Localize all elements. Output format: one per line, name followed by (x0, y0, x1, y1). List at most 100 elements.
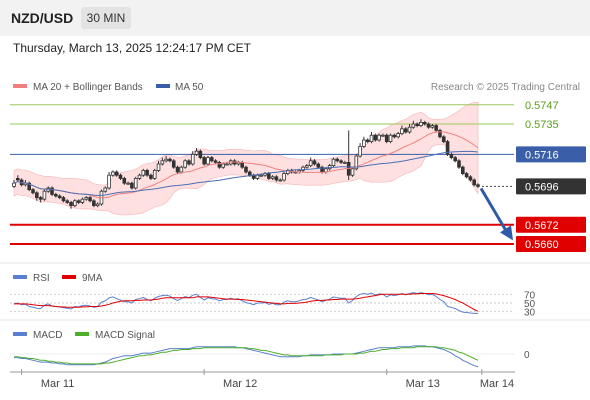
candle (168, 157, 172, 163)
candle (305, 164, 309, 169)
candle (217, 160, 222, 169)
credit-label: Research © 2025 Trading Central (431, 82, 580, 93)
candle-body (438, 129, 442, 138)
candle (377, 133, 381, 142)
candle (183, 159, 187, 169)
candle (16, 175, 20, 182)
candle-body (457, 160, 461, 168)
last-level-label: 0.5696 (525, 181, 559, 193)
candle (400, 125, 404, 136)
candle (118, 173, 123, 180)
ma50-line (13, 150, 479, 197)
candle-body (149, 174, 153, 179)
candle (415, 122, 419, 128)
candle-body (118, 174, 123, 179)
candle-body (114, 171, 119, 176)
candle-body (61, 197, 66, 202)
macd-panel: 0 (10, 345, 530, 368)
candle (476, 183, 480, 188)
candle (198, 149, 203, 160)
candle-body (422, 122, 427, 125)
candle-body (267, 173, 271, 179)
candle-body (301, 166, 305, 171)
forecast-arrow-shaft (479, 187, 509, 234)
candle-body (12, 182, 16, 187)
candle (464, 172, 469, 179)
candle (137, 173, 142, 180)
candle-body (130, 182, 134, 189)
ma50-legend-swatch (156, 84, 170, 88)
candle (130, 181, 134, 190)
candle-body (316, 163, 321, 168)
candle-body (460, 166, 465, 174)
symbol-label: NZD/USD (11, 10, 74, 26)
candle-body (441, 136, 446, 143)
candle (426, 122, 431, 129)
support-level-label: 0.5672 (525, 220, 559, 232)
candle (365, 138, 370, 144)
candle (472, 178, 476, 187)
bollinger-band-area (13, 102, 479, 216)
candle (331, 157, 336, 168)
candle (354, 154, 359, 171)
candle (419, 119, 423, 128)
candle-body (248, 171, 252, 176)
candle (339, 159, 343, 164)
candle (453, 156, 457, 163)
candle-body (468, 176, 473, 181)
candle-body (76, 200, 81, 203)
candle (301, 165, 305, 172)
forecast-arrow (479, 187, 513, 241)
candle (156, 160, 161, 172)
candle (141, 168, 146, 177)
candle (358, 143, 362, 158)
candle-body (202, 157, 206, 165)
candle (149, 173, 153, 180)
candle (57, 194, 62, 200)
candle-body (183, 160, 187, 168)
candle (381, 133, 385, 137)
last-level-tag (516, 178, 586, 195)
candle-body (152, 169, 157, 179)
candle-body (419, 122, 423, 127)
candle (213, 159, 218, 164)
candle-body (278, 179, 283, 182)
candle (160, 157, 165, 166)
candle (164, 156, 168, 163)
x-axis: Mar 11 Mar 12 Mar 13 Mar 14 (21, 369, 514, 390)
candle (35, 191, 39, 201)
candle (92, 199, 96, 208)
candle-body (190, 153, 195, 165)
candle (445, 140, 450, 156)
candle-body (42, 190, 47, 200)
candle-body (179, 166, 184, 173)
candle-body (69, 201, 73, 206)
candle (145, 168, 149, 177)
candle-body (206, 157, 210, 165)
candle-body (213, 160, 218, 163)
candle (434, 124, 438, 132)
candle-body (133, 177, 138, 189)
rsi-legend-label: RSI (33, 273, 50, 284)
candle-body (164, 158, 168, 162)
candle (396, 132, 400, 139)
x-axis-tick-label: Mar 11 (41, 378, 74, 390)
candle-body (392, 134, 397, 138)
candle (42, 189, 47, 201)
candle-body (50, 187, 54, 195)
candle-body (209, 157, 214, 162)
candle-body (415, 123, 419, 126)
forecast-arrow-head (500, 225, 513, 241)
timeframe-button[interactable]: 30 MIN (81, 7, 131, 29)
candle (373, 133, 378, 142)
candle-body (339, 160, 343, 163)
candle (111, 170, 115, 177)
candle-body (137, 174, 142, 179)
candle-body (225, 163, 229, 166)
candle-body (396, 133, 400, 138)
candle-body (373, 134, 378, 141)
top-bar: NZD/USD 30 MIN (0, 0, 590, 36)
candle-body (400, 128, 404, 135)
